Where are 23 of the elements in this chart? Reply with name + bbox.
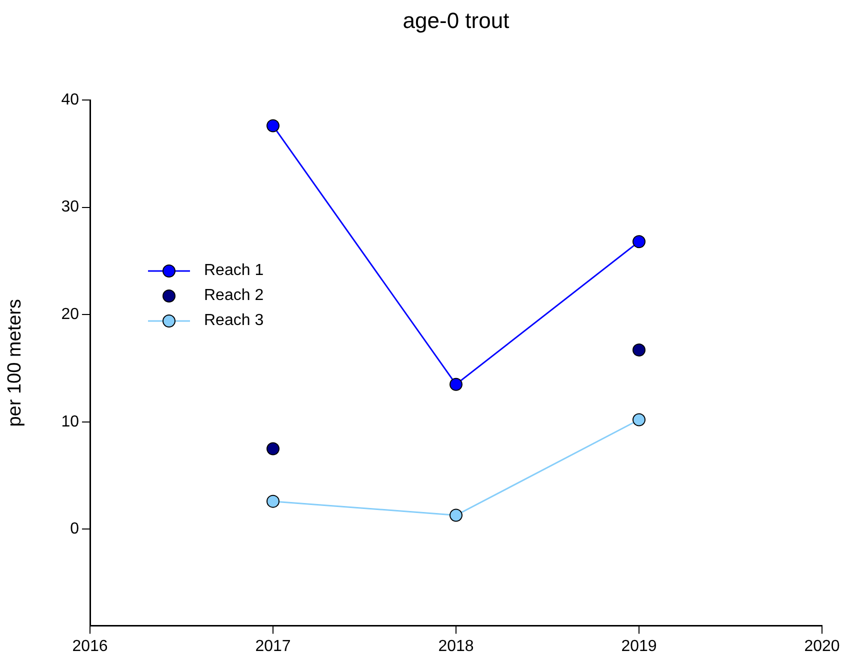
point	[266, 494, 280, 508]
y-axis-title: per 100 meters	[4, 299, 26, 427]
point	[450, 378, 462, 391]
y-tick-label: 20	[61, 306, 80, 324]
y-tick-label: 30	[61, 198, 80, 216]
legend-label: Reach 3	[204, 312, 264, 330]
x-tick-label: 2020	[804, 638, 840, 655]
x-tick-label: 2018	[438, 638, 474, 655]
point	[632, 235, 646, 248]
chart-title: age-0 trout	[402, 8, 510, 34]
y-tick-label: 0	[70, 520, 80, 538]
point	[632, 413, 646, 426]
point	[266, 442, 280, 456]
y-tick-label: 10	[61, 413, 80, 430]
legend-label: Reach 1	[204, 262, 264, 280]
point	[266, 119, 280, 132]
point	[450, 508, 462, 522]
legend-label: Reach 2	[204, 286, 264, 304]
x-tick-label: 2016	[72, 638, 108, 655]
x-tick-label: 2017	[255, 638, 291, 655]
x-tick-label: 2019	[621, 638, 657, 655]
point	[632, 344, 646, 357]
y-tick-label: 40	[61, 91, 80, 108]
